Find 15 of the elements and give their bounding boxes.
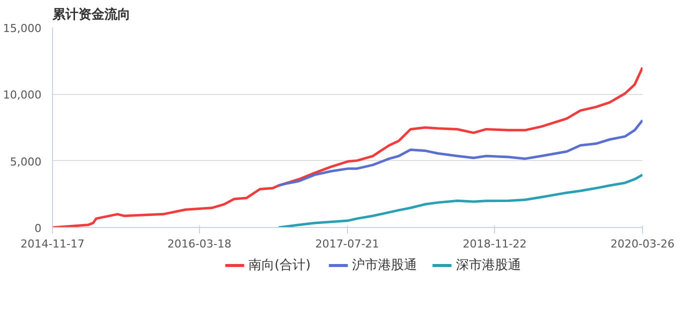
y-tick-label: 5,000 [10,155,42,168]
legend-label: 南向(合计) [248,258,311,273]
line-series [277,174,642,228]
x-tick-label: 2014-11-17 [20,238,84,250]
x-tick-label: 2018-11-22 [462,238,527,250]
y-tick-label: 0 [34,222,42,235]
line-series [277,119,642,187]
y-tick-label: 15,000 [3,22,42,35]
chart-title: 累计资金流向 [52,6,130,22]
legend-label: 沪市港股通 [352,257,418,273]
x-tick-label: 2017-07-21 [315,238,380,250]
legend-label: 深市港股通 [456,258,521,273]
x-tick-label: 2020-03-26 [610,238,674,250]
y-tick-label: 10,000 [3,88,42,102]
x-tick-label: 2016-03-18 [167,238,232,250]
